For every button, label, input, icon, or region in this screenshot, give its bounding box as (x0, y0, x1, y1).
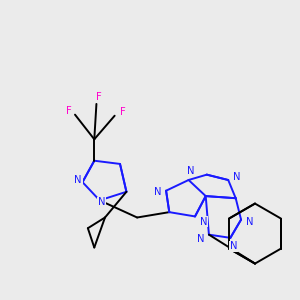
Text: N: N (74, 175, 82, 185)
Text: N: N (196, 234, 204, 244)
Text: N: N (246, 217, 253, 227)
Text: N: N (200, 217, 207, 227)
Text: F: F (96, 92, 101, 103)
Text: N: N (98, 197, 106, 208)
Text: F: F (120, 107, 126, 118)
Text: F: F (66, 106, 71, 116)
Text: N: N (154, 187, 161, 197)
Text: N: N (187, 167, 194, 176)
Text: N: N (230, 242, 237, 251)
Text: N: N (233, 172, 241, 182)
